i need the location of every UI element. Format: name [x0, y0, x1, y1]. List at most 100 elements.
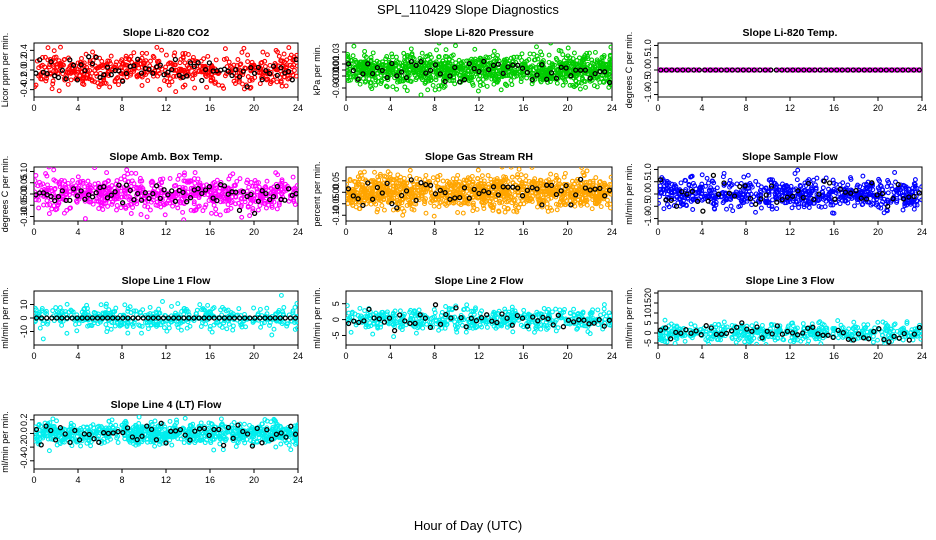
data-point [502, 189, 508, 195]
highlight-point [573, 192, 579, 198]
data-point [148, 58, 153, 64]
data-point [257, 192, 263, 198]
highlight-point [146, 195, 152, 202]
highlight-point [427, 182, 434, 189]
data-point [431, 203, 437, 209]
data-point [855, 199, 861, 205]
data-point [144, 50, 150, 56]
highlight-point [742, 183, 748, 189]
highlight-point [259, 76, 265, 83]
highlight-point [568, 202, 574, 208]
y-tick-label: -1.0 [643, 211, 653, 227]
data-point [587, 179, 593, 184]
highlight-point [408, 58, 414, 65]
highlight-point [495, 192, 501, 198]
x-tick-label: 24 [917, 103, 927, 113]
data-point [913, 193, 919, 199]
data-point [394, 86, 400, 92]
data-point [502, 61, 507, 67]
data-point [433, 77, 439, 83]
highlight-point [529, 184, 535, 191]
highlight-point [104, 64, 111, 70]
data-point [406, 197, 412, 203]
data-point [570, 82, 576, 88]
highlight-point [360, 71, 366, 77]
data-point [357, 206, 363, 212]
highlight-point [784, 67, 790, 73]
highlight-point [582, 185, 589, 191]
highlight-point [495, 61, 501, 67]
data-point [607, 77, 612, 83]
x-tick-label: 12 [785, 103, 795, 113]
data-point [101, 201, 107, 207]
data-point [34, 84, 38, 90]
data-point [522, 59, 527, 65]
highlight-point [768, 67, 774, 73]
data-point [730, 208, 736, 214]
highlight-point [97, 74, 103, 81]
data-point [176, 196, 181, 202]
data-point [218, 180, 224, 185]
data-point [187, 65, 192, 71]
data-point [422, 177, 428, 183]
data-point [123, 204, 129, 210]
highlight-point [169, 188, 175, 194]
data-point [402, 180, 408, 186]
y-tick-label: 0.10 [19, 163, 29, 181]
data-point [121, 189, 127, 195]
highlight-point [457, 194, 463, 201]
data-point [388, 176, 394, 182]
data-point [604, 202, 610, 208]
data-point [85, 178, 91, 184]
data-point [401, 208, 407, 214]
highlight-point [597, 68, 603, 75]
data-point [387, 185, 393, 191]
data-point [257, 81, 263, 87]
data-point [374, 209, 380, 215]
data-point [157, 177, 163, 182]
y-tick-label: 0 [19, 315, 29, 320]
data-point [607, 181, 612, 187]
data-point [894, 199, 900, 205]
data-point [200, 63, 206, 69]
data-point [245, 74, 251, 80]
data-point [85, 75, 91, 81]
highlight-point [131, 63, 137, 69]
data-point [518, 201, 524, 207]
highlight-point [157, 62, 163, 68]
data-point [44, 75, 49, 81]
highlight-point [592, 70, 598, 77]
data-point [80, 76, 86, 82]
data-point [605, 64, 611, 70]
highlight-point [289, 77, 295, 83]
data-point [659, 190, 664, 196]
data-point [141, 61, 147, 67]
highlight-point [548, 182, 555, 189]
data-point [508, 78, 514, 83]
data-point [758, 205, 764, 211]
data-point [222, 198, 228, 204]
data-point [534, 44, 539, 50]
highlight-point [889, 67, 895, 73]
data-point [139, 83, 145, 88]
y-tick-label: 0.03 [331, 43, 341, 61]
data-point [175, 176, 181, 182]
data-point [220, 198, 226, 204]
data-point [93, 71, 99, 77]
highlight-point [890, 195, 896, 202]
data-point [257, 203, 263, 208]
data-point [61, 62, 66, 68]
data-point [589, 193, 595, 198]
data-point [221, 85, 227, 91]
data-point [279, 177, 285, 183]
highlight-point [86, 192, 92, 198]
data-point [547, 65, 553, 71]
x-tick-label: 4 [388, 227, 393, 237]
highlight-point [592, 186, 598, 192]
data-point [74, 71, 80, 77]
data-point [204, 84, 210, 90]
highlight-point [161, 187, 167, 193]
data-point [181, 217, 187, 221]
data-point [776, 193, 782, 198]
data-point [191, 199, 197, 205]
